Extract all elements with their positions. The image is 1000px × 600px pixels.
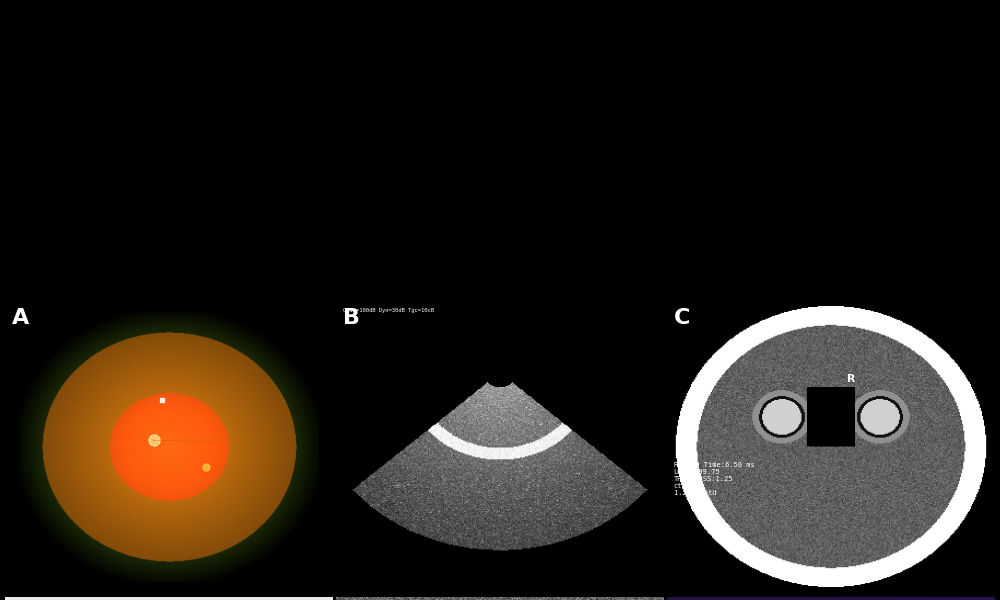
Text: C: C <box>674 308 690 328</box>
Text: B: B <box>343 308 360 328</box>
Text: Render Time:6.50 ms
LOCA:-99.75
THICKNESS:1.25
ct99
1.25mm Std: Render Time:6.50 ms LOCA:-99.75 THICKNES… <box>674 462 754 496</box>
Text: R: R <box>847 374 856 384</box>
Text: Gain=100dB Dyn=30dB Tgc=10cB: Gain=100dB Dyn=30dB Tgc=10cB <box>343 308 434 313</box>
Text: A: A <box>12 308 29 328</box>
